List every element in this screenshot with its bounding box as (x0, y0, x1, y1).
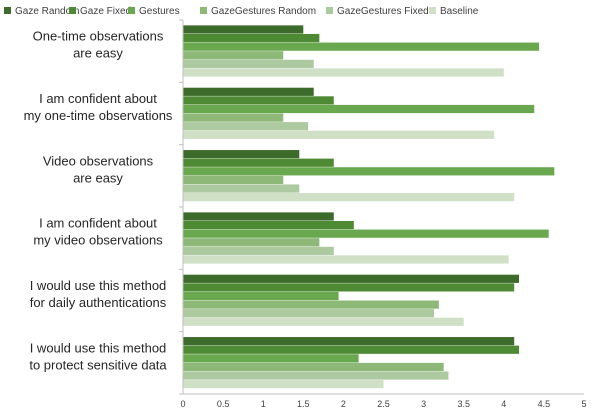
legend-label: GazeGestures Random (211, 6, 316, 17)
bar (183, 96, 334, 105)
legend-item: GazeGestures Random (200, 6, 316, 17)
bar (183, 113, 284, 122)
bar (183, 371, 449, 380)
legend-label: Gestures (139, 6, 180, 17)
category-label: I would use this method (30, 278, 167, 293)
legend: Gaze Random Gaze Fixed Gestures GazeGesture… (4, 6, 479, 17)
bar (183, 309, 435, 318)
x-tick-label: 3.5 (457, 399, 470, 409)
bar (183, 104, 535, 114)
legend-swatch (4, 7, 11, 14)
x-tick-label: 2 (341, 399, 346, 409)
bar (183, 150, 300, 159)
y-axis: One-time observations are easy I am confid… (24, 19, 184, 395)
category-label: my video observations (33, 233, 163, 248)
bar (183, 274, 520, 283)
category-label: One-time observations (33, 29, 164, 44)
x-tick-label: 4 (501, 399, 506, 409)
category-label: to protect sensitive data (29, 357, 167, 372)
bar (183, 337, 515, 346)
legend-label: Gaze Random (15, 6, 79, 17)
bar (183, 246, 334, 255)
legend-swatch (128, 7, 135, 14)
legend-item: GazeGestures Fixed (326, 6, 429, 17)
bar (183, 212, 334, 221)
bar (183, 184, 300, 193)
bar (183, 68, 504, 77)
category-label: I would use this method (30, 340, 167, 355)
legend-label: Gaze Fixed (80, 6, 131, 17)
bar (183, 380, 384, 389)
x-tick-label: 0 (180, 399, 185, 409)
x-tick-label: 3 (421, 399, 426, 409)
category-label: are easy (73, 46, 123, 61)
bar (183, 255, 509, 264)
x-tick-label: 4.5 (538, 399, 551, 409)
bar (183, 220, 354, 230)
bar (183, 317, 464, 326)
legend-swatch (69, 7, 76, 14)
category-label: are easy (73, 170, 123, 185)
bar (183, 51, 284, 60)
bar (183, 300, 439, 309)
legend-swatch (200, 7, 207, 14)
bar (183, 42, 540, 51)
legend-label: GazeGestures Fixed (337, 6, 429, 17)
bar (183, 238, 320, 247)
legend-item: Gaze Random (4, 6, 79, 17)
bar (183, 33, 320, 43)
bar (183, 354, 359, 363)
bar (183, 193, 515, 202)
x-axis: 0 0.5 1 1.5 2 2.5 3 3.5 4 4.5 5 (180, 393, 587, 409)
legend-item: Gestures (128, 6, 180, 17)
x-tick-label: 1 (261, 399, 266, 409)
bar (183, 345, 520, 354)
x-tick-label: 5 (581, 399, 586, 409)
bar (183, 175, 284, 185)
x-tick-label: 1.5 (297, 399, 310, 409)
legend-swatch (326, 7, 333, 14)
legend-item: Baseline (429, 6, 479, 17)
bar (183, 167, 555, 176)
category-label: my one-time observations (24, 108, 173, 123)
bar (183, 59, 314, 68)
bar (183, 229, 549, 238)
bar (183, 362, 444, 372)
bar (183, 87, 314, 96)
category-label: for daily authentications (30, 295, 167, 310)
legend-label: Baseline (440, 6, 479, 17)
bar (183, 25, 304, 34)
category-label: Video observations (43, 153, 154, 168)
bars (183, 25, 555, 389)
legend-item: Gaze Fixed (69, 6, 131, 17)
bar (183, 283, 515, 292)
x-tick-label: 2.5 (377, 399, 390, 409)
legend-swatch (429, 7, 436, 14)
bar (183, 291, 339, 301)
bar (183, 158, 334, 167)
x-tick-label: 0.5 (217, 399, 230, 409)
category-label: I am confident about (39, 216, 157, 231)
bar (183, 130, 495, 139)
category-label: I am confident about (39, 91, 157, 106)
bar (183, 122, 309, 131)
